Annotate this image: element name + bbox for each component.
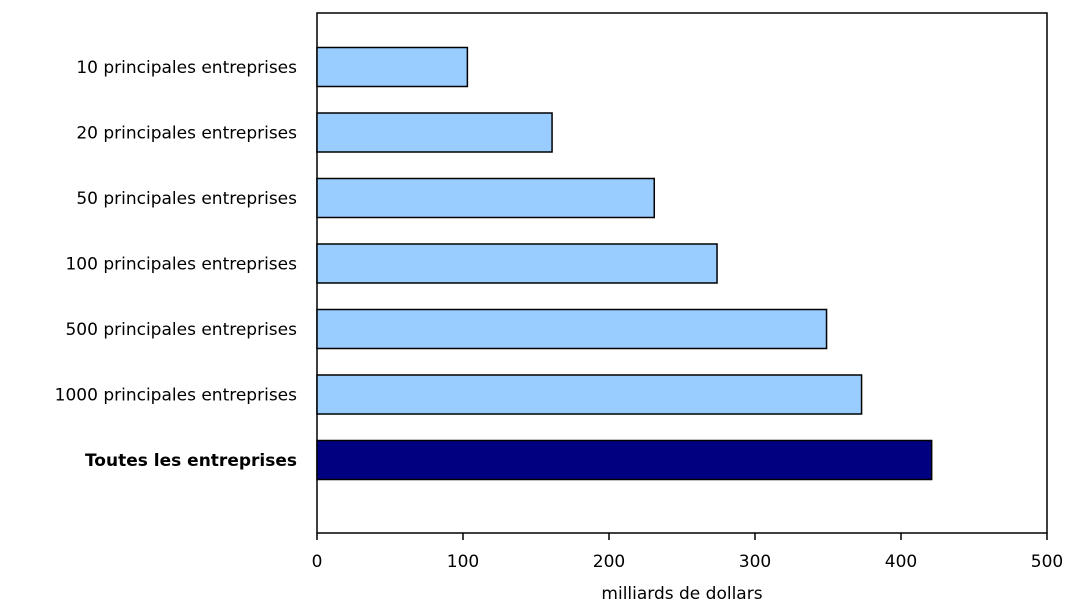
bar-4 [316,308,828,350]
x-tick-label-0: 0 [312,552,323,572]
y-tick-label-2: 50 principales entreprises [76,189,297,209]
bar-0 [316,46,469,88]
y-tick-label-1: 20 principales entreprises [76,124,297,144]
y-tick-label-3: 100 principales entreprises [65,255,297,275]
y-tick-label-0: 10 principales entreprises [76,58,297,78]
y-axis-labels: 10 principales entreprises 20 principales… [55,58,297,471]
y-tick-label-4: 500 principales entreprises [65,320,297,340]
y-tick-label-5: 1000 principales entreprises [55,386,297,406]
x-axis-ticks: 0 100 200 300 400 500 [312,533,1063,572]
bar-1 [316,112,553,153]
x-tick-label-3: 300 [739,552,771,572]
bar-2 [316,177,656,219]
x-tick-label-4: 400 [885,552,917,572]
bar-3 [316,243,718,284]
x-tick-label-5: 500 [1031,552,1063,572]
bar-5 [316,374,863,415]
y-tick-label-6: Toutes les entreprises [85,451,297,471]
x-tick-label-1: 100 [447,552,479,572]
bars-group [316,46,933,481]
x-axis-title: milliards de dollars [601,584,762,604]
x-tick-label-2: 200 [593,552,625,572]
bar-6 [316,439,933,481]
